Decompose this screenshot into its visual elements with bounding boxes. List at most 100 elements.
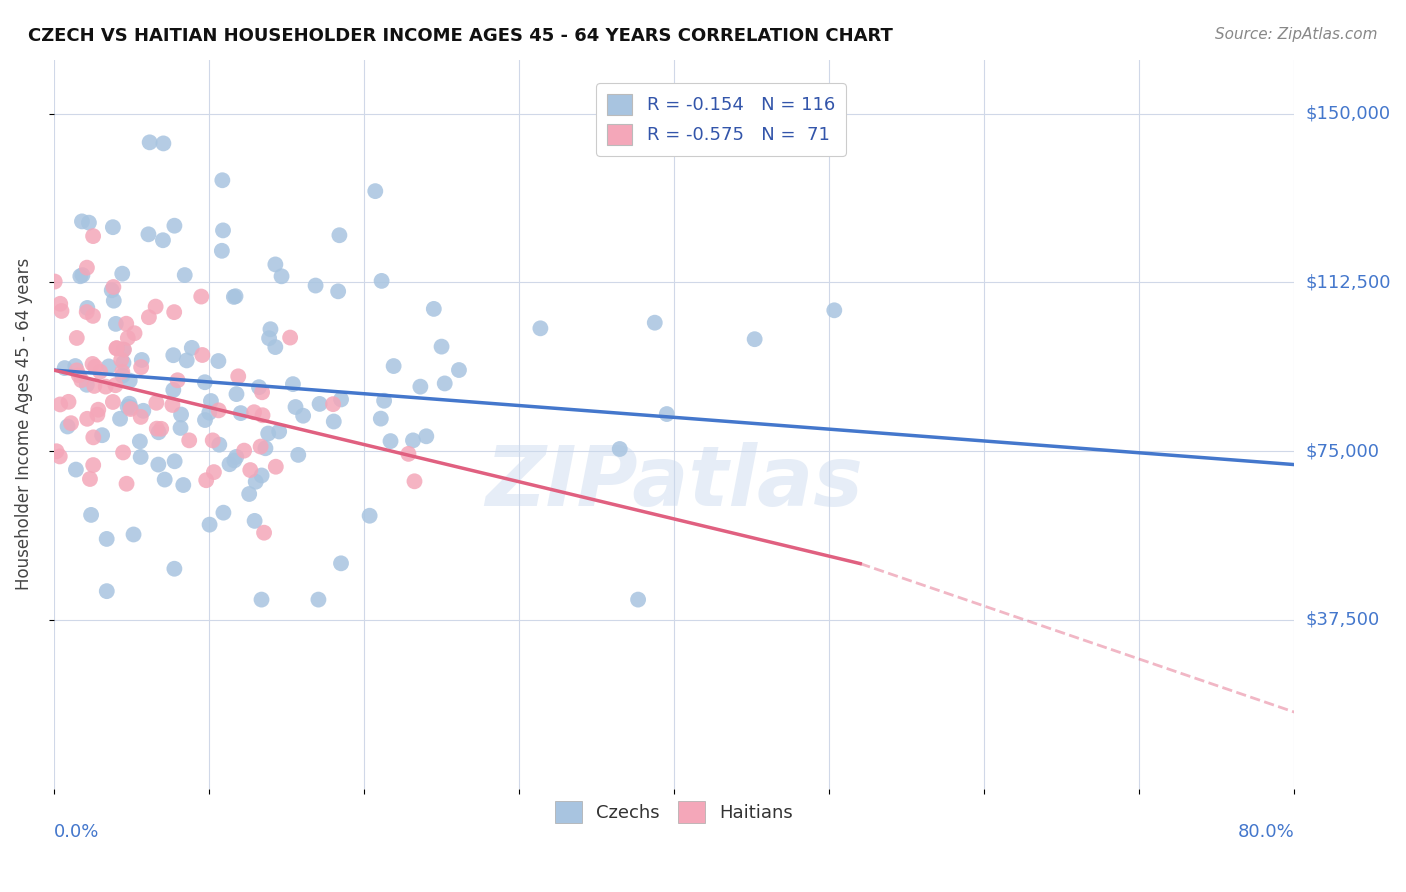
Point (124, 326, 146, 341)
Text: Source: ZipAtlas.com: Source: ZipAtlas.com (1215, 27, 1378, 42)
Point (208, 438, 231, 452)
Point (225, 289, 247, 303)
Point (148, 425, 170, 440)
Text: $37,500: $37,500 (1306, 611, 1379, 629)
Point (218, 457, 240, 471)
Point (76, 301, 98, 315)
Point (82, 309, 104, 323)
Point (264, 257, 287, 271)
Point (250, 468, 273, 483)
Point (122, 527, 145, 541)
Text: 80.0%: 80.0% (1237, 823, 1295, 841)
Text: $75,000: $75,000 (1306, 442, 1379, 460)
Point (284, 400, 307, 414)
Point (49, 297, 72, 311)
Point (402, 434, 425, 448)
Point (257, 331, 280, 345)
Point (115, 476, 138, 491)
Point (229, 406, 252, 420)
Point (112, 343, 135, 357)
Point (76, 411, 98, 425)
Point (94, 379, 117, 393)
Point (201, 434, 224, 448)
Point (243, 405, 266, 419)
Point (359, 508, 381, 523)
Point (76, 305, 98, 319)
Point (86, 408, 108, 422)
Point (70, 373, 93, 387)
Point (58, 395, 80, 409)
Point (370, 411, 392, 425)
Point (322, 397, 344, 411)
Point (198, 406, 221, 420)
Point (96, 532, 118, 546)
Point (423, 301, 446, 316)
Point (112, 343, 135, 357)
Point (44, 275, 66, 289)
Point (224, 453, 246, 467)
Point (328, 228, 350, 243)
Point (225, 450, 247, 464)
Point (257, 426, 280, 441)
Point (115, 317, 138, 331)
Point (252, 409, 274, 423)
Point (105, 341, 128, 355)
Point (129, 450, 152, 464)
Point (281, 377, 304, 392)
Point (138, 310, 160, 325)
Point (292, 409, 315, 423)
Point (259, 322, 281, 336)
Point (110, 352, 132, 367)
Point (163, 219, 186, 233)
Point (190, 289, 212, 303)
Point (101, 395, 124, 409)
Text: 0.0%: 0.0% (53, 823, 100, 841)
Point (145, 300, 167, 314)
Point (609, 442, 631, 456)
Point (655, 407, 678, 421)
Point (72, 268, 94, 282)
Point (120, 401, 142, 415)
Point (103, 280, 125, 294)
Point (96, 584, 118, 599)
Point (380, 434, 402, 449)
Point (202, 465, 225, 479)
Point (430, 340, 453, 354)
Point (278, 330, 301, 344)
Point (82, 357, 104, 371)
Point (180, 341, 202, 355)
Point (162, 398, 184, 412)
Point (253, 525, 276, 540)
Point (49, 397, 72, 411)
Point (212, 223, 235, 237)
Point (330, 557, 353, 571)
Point (264, 340, 287, 354)
Point (132, 404, 155, 418)
Point (65, 462, 87, 476)
Point (529, 321, 551, 335)
Point (56, 419, 79, 434)
Point (396, 447, 419, 461)
Point (304, 278, 326, 293)
Point (129, 409, 152, 424)
Point (82, 229, 104, 244)
Point (415, 429, 437, 443)
Y-axis label: Householder Income Ages 45 - 64 years: Householder Income Ages 45 - 64 years (15, 258, 32, 591)
Point (191, 348, 214, 362)
Point (382, 359, 405, 373)
Point (105, 341, 128, 355)
Point (152, 233, 174, 247)
Point (84, 359, 107, 374)
Point (245, 475, 267, 489)
Point (117, 331, 139, 345)
Point (200, 394, 222, 409)
Point (264, 459, 287, 474)
Point (150, 422, 173, 436)
Point (212, 506, 235, 520)
Point (170, 408, 193, 422)
Point (250, 592, 273, 607)
Point (148, 458, 170, 472)
Point (76, 260, 98, 275)
Point (166, 373, 188, 387)
Point (80, 508, 103, 522)
